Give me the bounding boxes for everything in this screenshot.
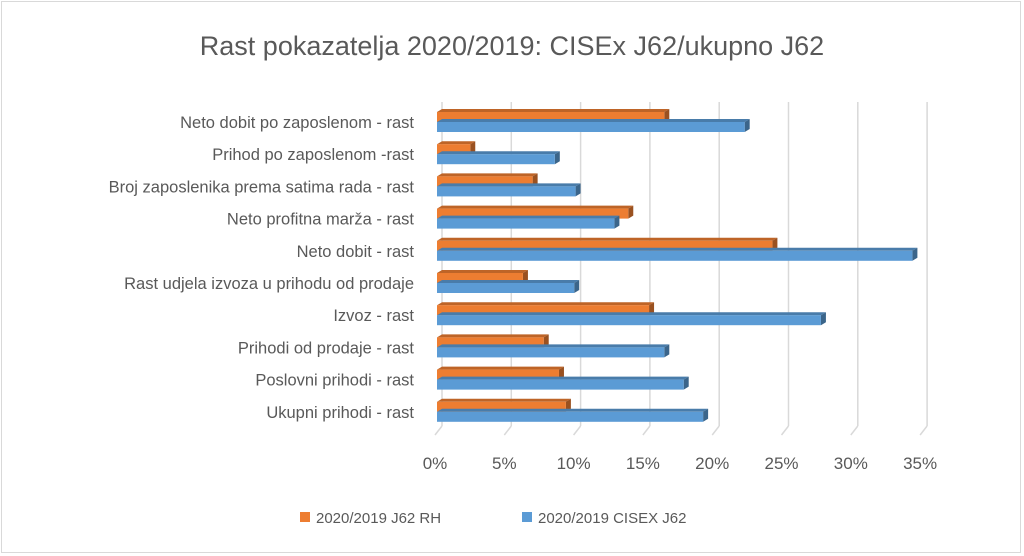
bar-top-rh [437, 398, 571, 402]
bar-cisex [437, 283, 575, 293]
bar-rh [437, 112, 665, 122]
bar-cisex [437, 411, 704, 422]
category-label: Poslovni prihodi - rast [255, 372, 414, 390]
bar-side-rh [532, 173, 538, 187]
bar-top-cisex [437, 151, 560, 155]
bar-rh [437, 305, 650, 316]
bar-side-cisex [664, 344, 670, 358]
category-label: Neto profitna marža - rast [227, 211, 414, 229]
bar-rh [437, 144, 471, 155]
bar-rh [437, 401, 566, 412]
bar-side-cisex [614, 215, 620, 229]
bar-cisex [437, 379, 684, 390]
bar-top-rh [437, 270, 528, 273]
bar-side-cisex [554, 151, 560, 165]
bar-top-rh [437, 173, 538, 177]
bar-side-cisex [574, 280, 580, 293]
gridline-floor [919, 425, 928, 436]
gridline-floor [503, 425, 512, 436]
bar-rh [437, 176, 533, 187]
category-label: Neto dobit po zaposlenom - rast [180, 114, 414, 132]
x-tick-label: 5% [492, 454, 517, 473]
bar-top-cisex [437, 408, 709, 412]
x-tick-label: 20% [695, 454, 729, 473]
x-tick-label: 15% [626, 454, 660, 473]
bar-rh [437, 273, 523, 283]
bar-top-cisex [437, 280, 580, 283]
legend: 2020/2019 J62 RH 2020/2019 CISEX J62 [300, 510, 686, 527]
bar-top-cisex [437, 183, 581, 187]
category-label: Prihod po zaposlenom -rast [212, 146, 414, 164]
bar-side-cisex [703, 408, 709, 422]
legend-label: 2020/2019 CISEX J62 [538, 510, 686, 527]
gridline-floor [780, 425, 790, 436]
bar-side-rh [470, 141, 476, 155]
gridline-floor [711, 425, 720, 436]
bar-top-rh [437, 109, 670, 112]
bar-cisex [437, 315, 821, 326]
bar-side-cisex [820, 312, 826, 326]
gridline-floor [850, 425, 859, 436]
bar-cisex [437, 122, 745, 132]
bar-top-cisex [437, 312, 826, 316]
x-tick-label: 25% [764, 454, 798, 473]
x-tick-label: 10% [557, 454, 591, 473]
gridline-floor [434, 425, 443, 436]
bar-top-cisex [437, 376, 689, 380]
gridline-floor [642, 425, 651, 436]
bar-rh [437, 240, 773, 251]
bar-top-rh [437, 302, 655, 306]
bar-cisex [437, 218, 615, 229]
bar-top-cisex [437, 119, 750, 122]
category-label: Broj zaposlenika prema satima rada - ras… [109, 178, 415, 196]
bar-top-rh [437, 366, 564, 370]
x-tick-label: 35% [903, 454, 937, 473]
x-tick-label: 30% [834, 454, 868, 473]
category-label: Rast udjela izvoza u prihodu od prodaje [124, 275, 414, 293]
bar-rh [437, 369, 559, 380]
bar-cisex [437, 186, 576, 197]
bar-side-rh [558, 366, 564, 380]
bar-side-cisex [912, 247, 918, 261]
chart-title: Rast pokazatelja 2020/2019: CISEx J62/uk… [200, 31, 824, 61]
bar-cisex [437, 250, 913, 261]
bar-top-cisex [437, 344, 670, 348]
bar-side-cisex [744, 119, 750, 132]
bar-side-rh [565, 398, 571, 412]
bar-side-rh [522, 270, 528, 283]
bar-rh [437, 337, 544, 348]
category-label: Prihodi od prodaje - rast [238, 339, 415, 357]
bars [437, 109, 918, 422]
gridline-floor [573, 425, 582, 436]
bar-top-cisex [437, 215, 620, 219]
bar-side-cisex [575, 183, 581, 197]
bar-side-rh [543, 334, 549, 348]
bar-top-rh [437, 205, 634, 209]
legend-label: 2020/2019 J62 RH [316, 510, 441, 527]
bar-top-rh [437, 237, 778, 241]
bar-side-rh [628, 205, 634, 219]
legend-swatch [522, 512, 532, 522]
x-axis-ticks: 0% 5% 10% 15% 20% 25% 30% 35% [423, 454, 937, 473]
category-label: Izvoz - rast [333, 307, 414, 325]
category-labels: Neto dobit po zaposlenom - rast Prihod po… [109, 114, 415, 422]
bar-cisex [437, 347, 665, 358]
bar-rh [437, 208, 629, 219]
category-label: Ukupni prihodi - rast [266, 404, 414, 422]
bar-cisex [437, 154, 555, 165]
bar-side-cisex [683, 376, 689, 390]
bar-top-rh [437, 334, 549, 338]
legend-swatch [300, 512, 310, 522]
bar-side-rh [772, 237, 778, 251]
bar-top-cisex [437, 247, 918, 251]
bar-top-rh [437, 141, 476, 145]
x-tick-label: 0% [423, 454, 448, 473]
category-label: Neto dobit - rast [297, 243, 415, 261]
bar-side-rh [649, 302, 655, 316]
bar-side-rh [664, 109, 670, 122]
